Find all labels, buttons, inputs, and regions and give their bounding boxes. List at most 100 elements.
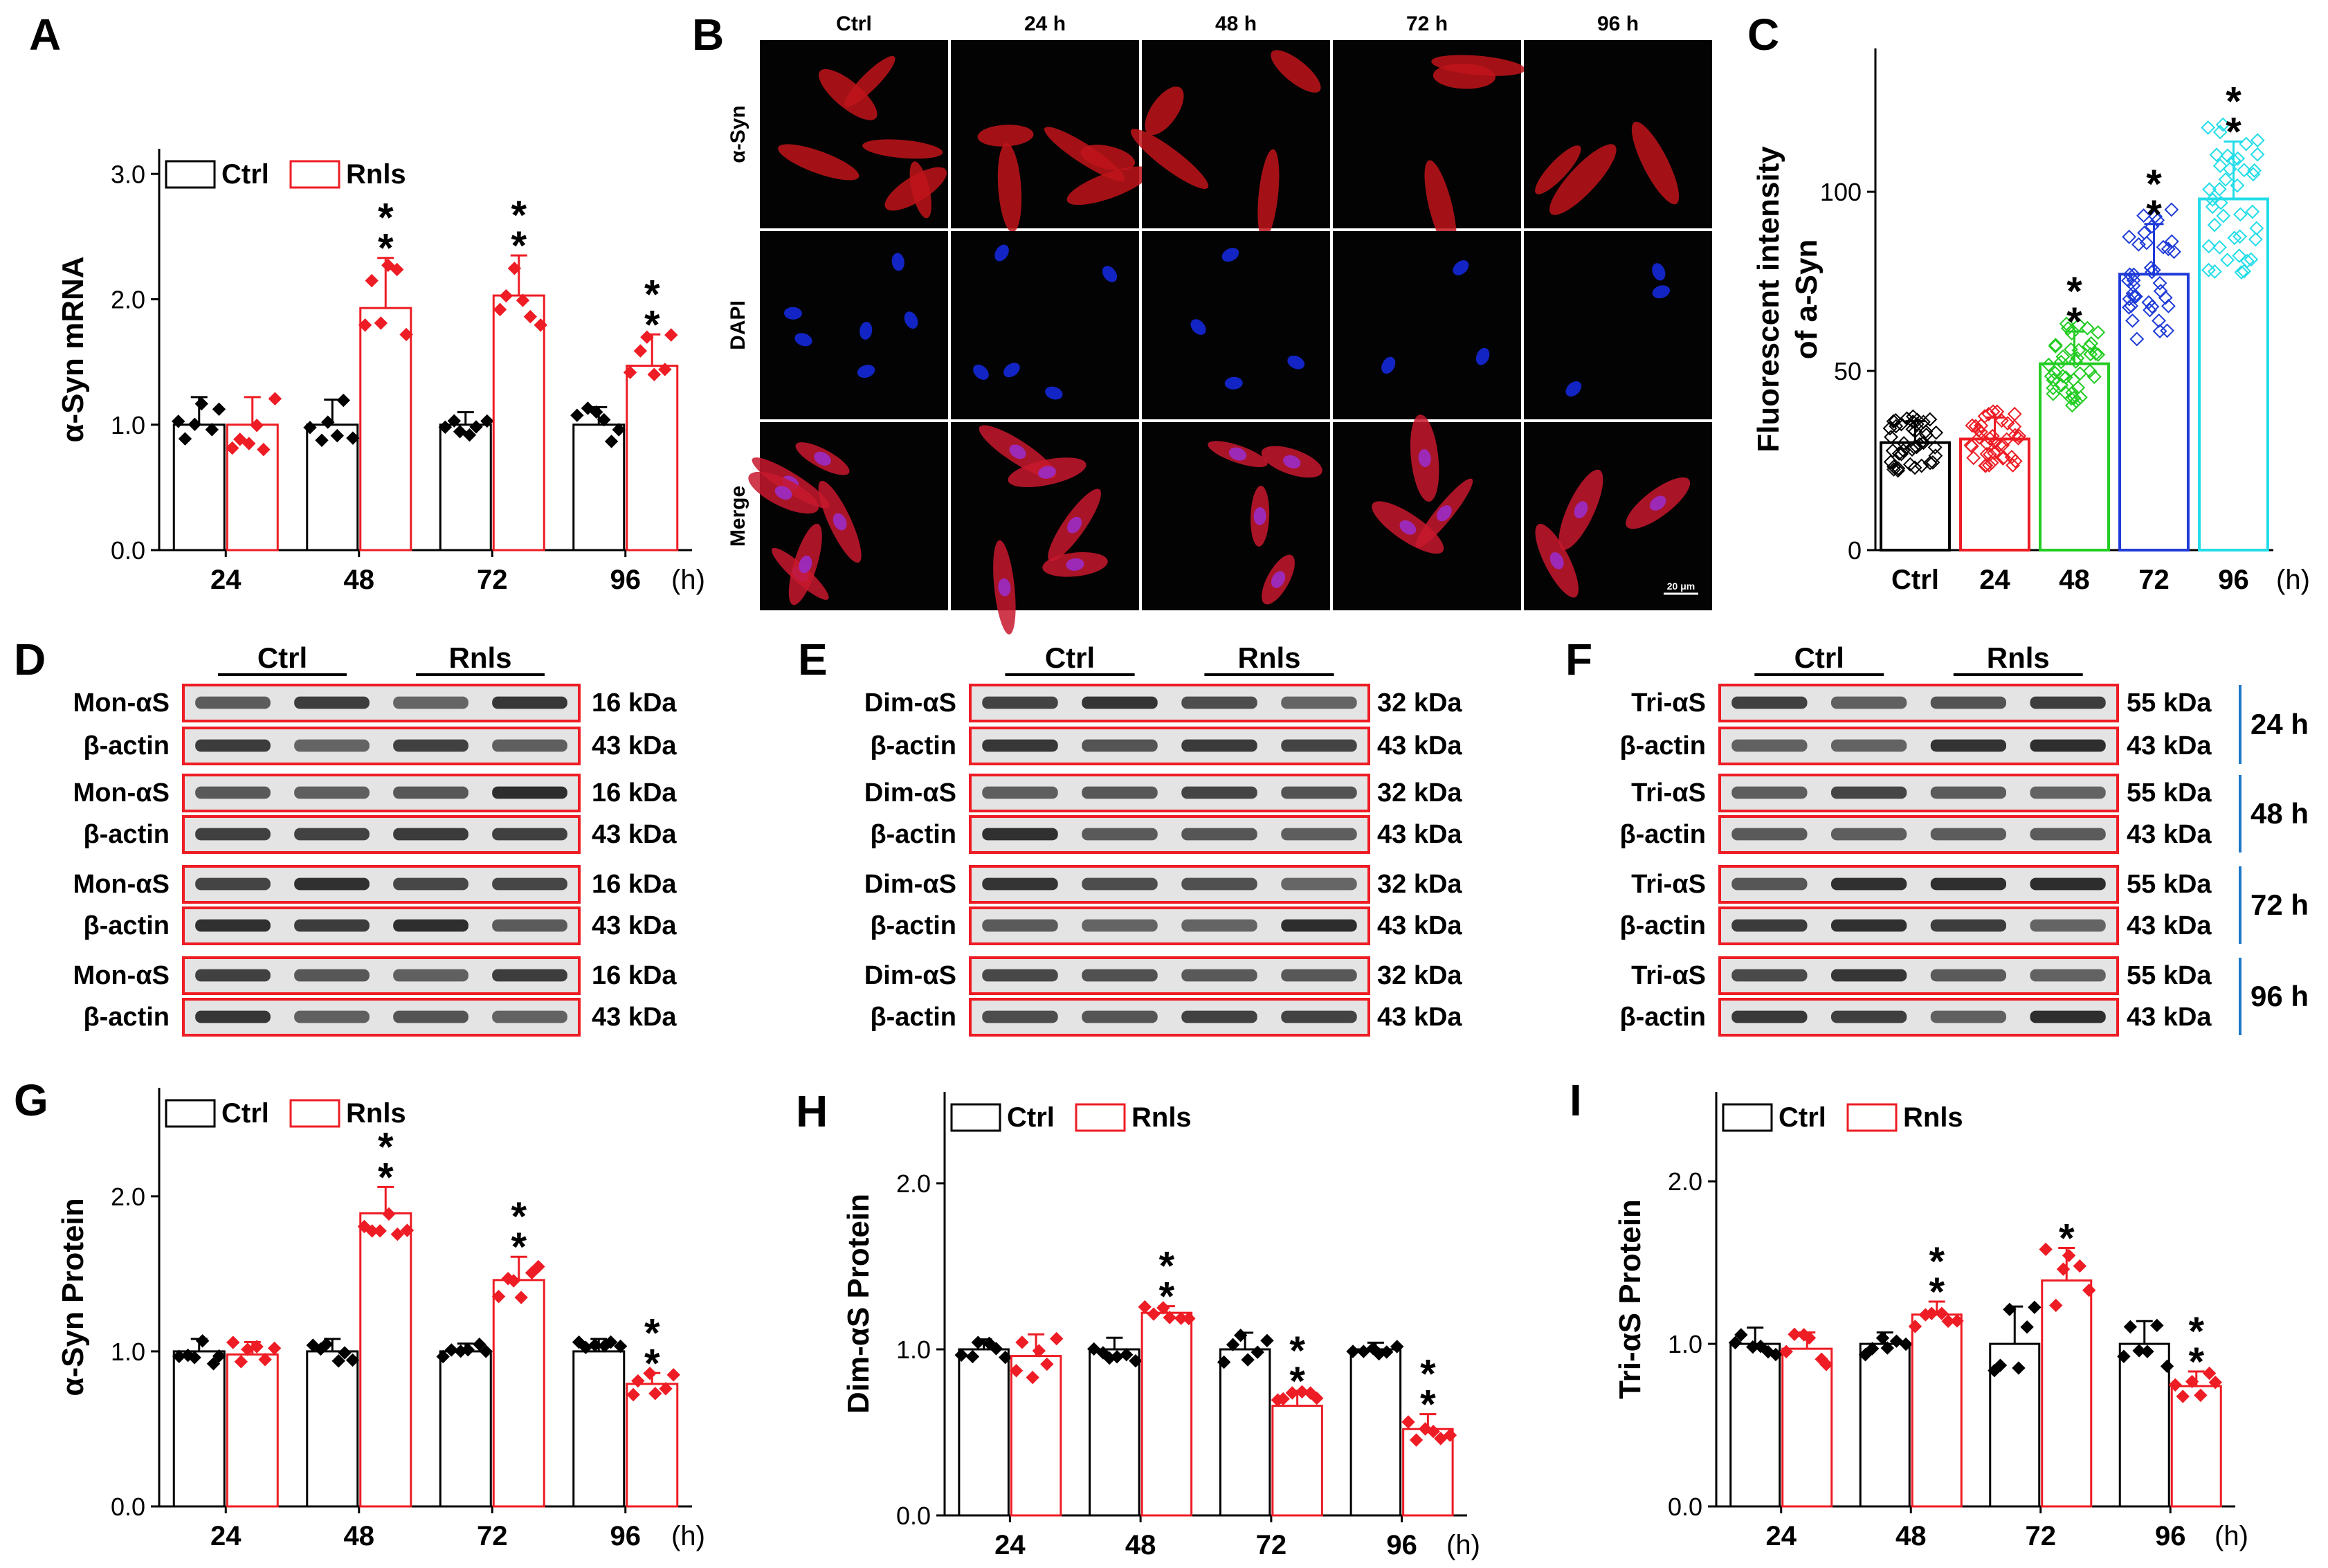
y-tick-label: 2.0 bbox=[896, 1169, 931, 1198]
cell-cytoplasm bbox=[1631, 121, 1680, 205]
blot-band bbox=[1281, 828, 1357, 841]
data-point bbox=[2070, 351, 2085, 365]
blot-band bbox=[393, 919, 469, 932]
western-blot-e: Ctrl Rnls Dim-αS 32 kDa β-actin 43 kDa Dim-αS 3… bbox=[864, 641, 1462, 1037]
y-tick-label: 1.0 bbox=[111, 1338, 145, 1366]
data-point bbox=[588, 1338, 602, 1352]
x-tick-label: 96 bbox=[2218, 565, 2249, 595]
data-point bbox=[491, 1289, 506, 1304]
data-point bbox=[1883, 455, 1898, 469]
data-point bbox=[2205, 192, 2220, 208]
cell-cytoplasm bbox=[1535, 145, 1581, 194]
data-point bbox=[2086, 370, 2102, 384]
x-tick-label: 72 bbox=[477, 1521, 508, 1551]
data-point bbox=[2148, 209, 2163, 224]
data-point bbox=[1891, 463, 1906, 478]
x-tick-label: 96 bbox=[1386, 1530, 1417, 1560]
data-point bbox=[233, 432, 247, 446]
data-point bbox=[2073, 390, 2088, 405]
data-point bbox=[2152, 275, 2167, 291]
data-point bbox=[2046, 386, 2061, 401]
data-point bbox=[2152, 324, 2167, 339]
scale-bar-label: 20 μm bbox=[1667, 581, 1695, 592]
blot-band bbox=[1731, 969, 1808, 982]
data-point bbox=[2202, 182, 2217, 197]
cell-nucleus bbox=[1475, 347, 1490, 365]
data-point bbox=[1233, 1329, 1248, 1342]
bar-rnls bbox=[1911, 1313, 1963, 1508]
blot-band bbox=[1930, 696, 2006, 709]
data-point bbox=[206, 1357, 221, 1371]
data-point bbox=[365, 273, 379, 288]
blot-band bbox=[982, 786, 1058, 799]
data-point bbox=[1409, 1433, 1424, 1447]
cell-cytoplasm bbox=[819, 69, 877, 120]
significance-star: * bbox=[1929, 1270, 1945, 1315]
data-point bbox=[1886, 414, 1901, 429]
blot-band bbox=[982, 969, 1058, 982]
data-point bbox=[516, 293, 530, 307]
blot-kda-label: 43 kDa bbox=[2127, 820, 2212, 849]
cell-nucleus bbox=[1253, 507, 1266, 525]
data-point bbox=[2000, 416, 2015, 431]
micro-column-label: 48 h bbox=[1215, 12, 1257, 35]
data-point bbox=[2161, 298, 2176, 313]
blot-row-label: Tri-αS bbox=[1631, 870, 1706, 899]
blot-band bbox=[1281, 877, 1357, 891]
bar-ctrl bbox=[1089, 1348, 1140, 1517]
data-point bbox=[954, 1348, 968, 1362]
blot-band bbox=[1181, 786, 1257, 799]
data-point bbox=[1886, 459, 1901, 474]
data-point bbox=[2122, 267, 2137, 282]
cell-nucleus bbox=[783, 307, 802, 320]
data-point bbox=[2125, 313, 2140, 328]
data-point bbox=[258, 1353, 272, 1367]
y-tick-label: 50 bbox=[1834, 357, 1862, 385]
blot-band bbox=[1930, 969, 2006, 982]
legend-swatch-ctrl bbox=[1722, 1103, 1773, 1132]
data-point bbox=[268, 392, 282, 405]
cell-nucleus bbox=[857, 365, 875, 378]
cell-cytoplasm bbox=[1145, 86, 1184, 136]
blot-row-label: Dim-αS bbox=[864, 961, 956, 990]
data-point bbox=[1040, 1357, 1054, 1371]
data-point bbox=[1426, 1425, 1440, 1439]
data-point bbox=[2161, 241, 2176, 257]
significance-star: * bbox=[511, 1194, 527, 1239]
blot-band bbox=[294, 969, 370, 982]
micro-column-label: Ctrl bbox=[836, 12, 872, 35]
blot-band bbox=[195, 919, 271, 932]
panel-label-h: H bbox=[796, 1086, 828, 1136]
cell-nucleus bbox=[1066, 558, 1084, 571]
blot-band bbox=[1731, 739, 1808, 752]
time-label: 72 h bbox=[2250, 888, 2309, 921]
data-point bbox=[1138, 1300, 1152, 1314]
data-point bbox=[664, 328, 678, 342]
data-point bbox=[234, 1355, 248, 1369]
blot-kda-label: 43 kDa bbox=[1377, 911, 1462, 940]
cell-nucleus bbox=[1038, 466, 1056, 479]
micro-column-label: 96 h bbox=[1597, 12, 1639, 35]
blot-band bbox=[2030, 1010, 2106, 1023]
cell-nucleus bbox=[1381, 356, 1396, 374]
data-point bbox=[267, 1341, 282, 1356]
blot-band bbox=[492, 919, 567, 932]
data-point bbox=[523, 309, 538, 324]
significance-star: * bbox=[644, 302, 660, 347]
data-point bbox=[1909, 439, 1925, 455]
cell-cytoplasm bbox=[862, 139, 943, 159]
blot-band bbox=[2030, 696, 2106, 709]
data-point bbox=[1935, 1306, 1949, 1320]
blot-band bbox=[1930, 739, 2006, 752]
blot-band bbox=[982, 739, 1058, 752]
y-tick-label: 3.0 bbox=[111, 160, 145, 188]
data-point bbox=[242, 437, 256, 450]
blot-row-label: β-actin bbox=[83, 1003, 170, 1032]
data-point bbox=[631, 1374, 645, 1388]
data-point bbox=[659, 1382, 673, 1396]
data-point bbox=[1974, 424, 1988, 439]
x-tick-label: Ctrl bbox=[1891, 565, 1939, 595]
blot-band bbox=[195, 696, 271, 709]
blot-band bbox=[1181, 739, 1257, 752]
